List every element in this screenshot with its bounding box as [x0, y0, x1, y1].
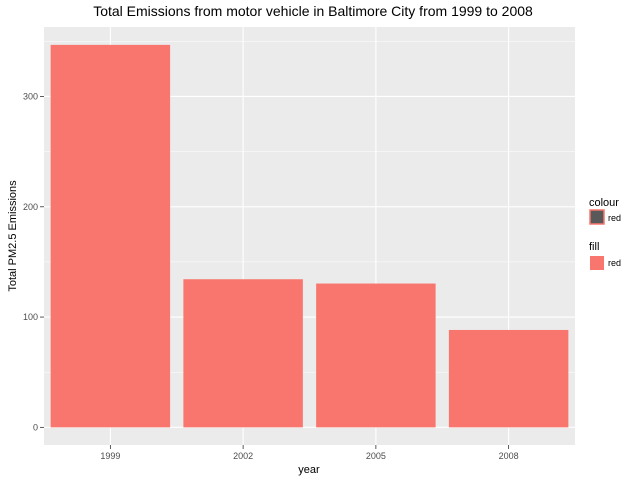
x-axis-title: year — [298, 464, 320, 476]
x-tick-label: 2005 — [366, 451, 386, 461]
bar-2002 — [183, 279, 303, 428]
x-tick-label: 1999 — [100, 451, 120, 461]
y-tick-label: 100 — [23, 312, 38, 322]
x-axis-ticks: 1999 2002 2005 2008 — [100, 445, 519, 461]
legend-colour-label: red — [608, 213, 621, 223]
y-axis-ticks: 0 100 200 300 — [23, 91, 44, 432]
legend-fill-swatch — [590, 256, 604, 270]
y-axis-title: Total PM2.5 Emissions — [7, 180, 19, 292]
bar-1999 — [50, 44, 171, 428]
x-tick-label: 2002 — [233, 451, 253, 461]
legend-fill-label: red — [608, 258, 621, 268]
bars — [50, 44, 569, 428]
legend: colour red fill red — [589, 197, 621, 270]
legend-colour-title: colour — [589, 197, 619, 209]
y-tick-label: 200 — [23, 202, 38, 212]
y-tick-label: 0 — [33, 422, 38, 432]
chart-title: Total Emissions from motor vehicle in Ba… — [93, 3, 533, 19]
y-tick-label: 300 — [23, 91, 38, 101]
legend-colour-swatch — [589, 209, 605, 225]
x-tick-label: 2008 — [499, 451, 519, 461]
bar-2005 — [316, 283, 436, 428]
legend-fill-title: fill — [589, 241, 599, 253]
bar-2008 — [448, 329, 569, 428]
